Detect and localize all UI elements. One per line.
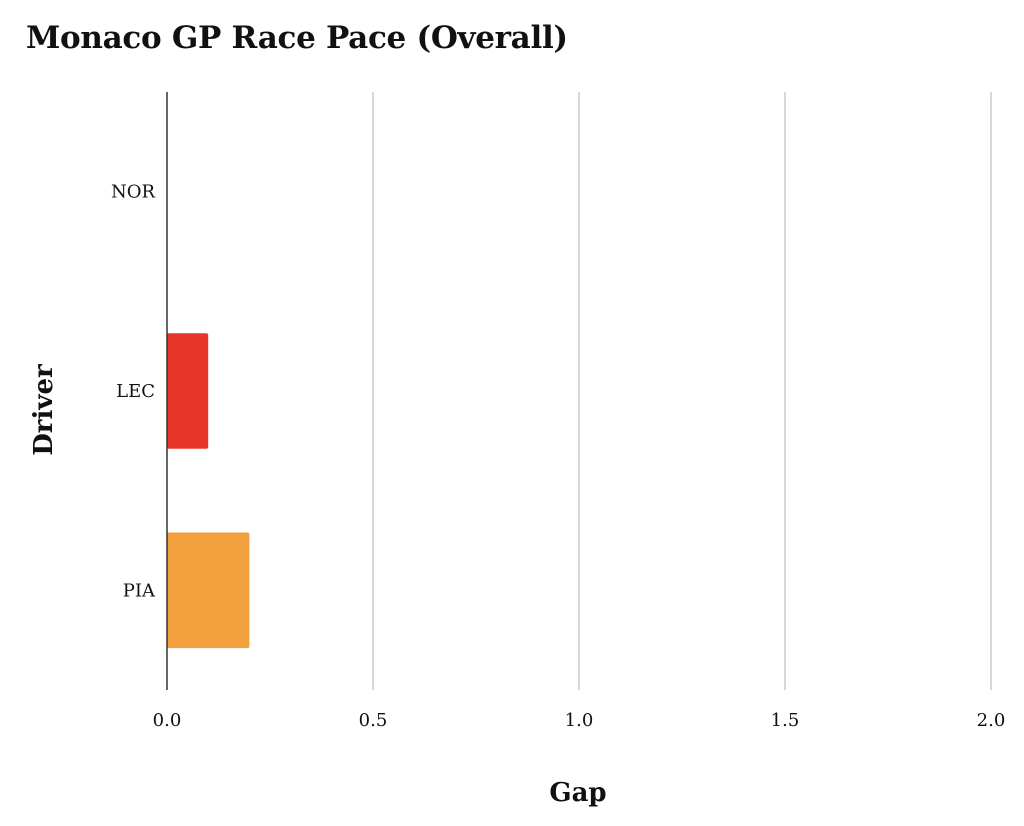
x-tick-label: 1.5 <box>771 710 800 731</box>
y-tick-label-lec: LEC <box>116 381 155 402</box>
x-tick-label: 2.0 <box>977 710 1006 731</box>
x-axis-title: Gap <box>549 778 606 808</box>
x-tick-label: 0.5 <box>359 710 388 731</box>
x-tick-label: 0.0 <box>153 710 182 731</box>
x-tick-label: 1.0 <box>565 710 594 731</box>
bar-lec <box>167 333 209 449</box>
bar-layer <box>167 333 250 649</box>
y-axis-title: Driver <box>29 364 59 456</box>
bar-pia <box>167 532 250 649</box>
y-tick-label-pia: PIA <box>123 580 156 601</box>
tick-layer: 0.0 0.5 1.0 1.5 2.0 NOR LEC PIA <box>111 182 1005 731</box>
grid-layer <box>372 92 992 690</box>
y-tick-label-nor: NOR <box>111 182 156 203</box>
chart-title: Monaco GP Race Pace (Overall) <box>26 20 568 56</box>
